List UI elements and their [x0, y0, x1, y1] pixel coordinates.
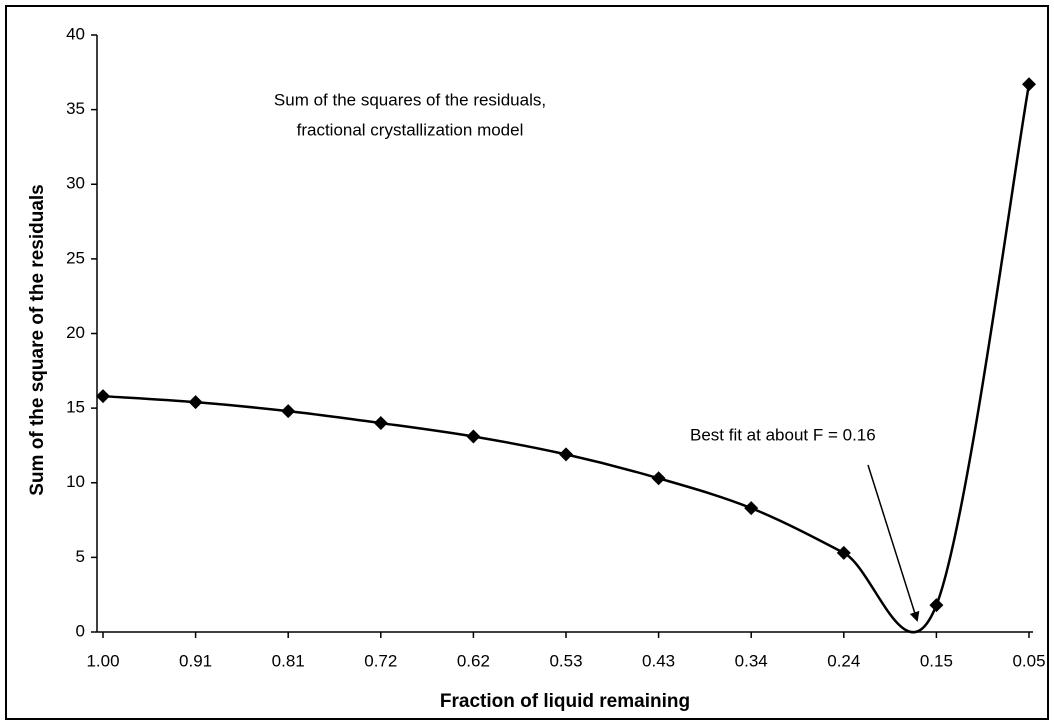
x-tick-label: 0.05	[1012, 651, 1045, 670]
y-tick-label: 5	[76, 547, 85, 566]
marker	[373, 416, 388, 431]
annotation: Best fit at about F = 0.16	[690, 425, 876, 444]
y-tick-label: 30	[66, 174, 85, 193]
y-tick-label: 15	[66, 398, 85, 417]
x-tick-label: 0.43	[642, 651, 675, 670]
x-tick-label: 0.53	[549, 651, 582, 670]
x-axis-title: Fraction of liquid remaining	[440, 691, 690, 712]
marker	[651, 471, 666, 486]
marker	[188, 395, 203, 410]
x-tick-label: 0.15	[920, 651, 953, 670]
marker	[281, 404, 296, 419]
frame	[5, 5, 1049, 720]
marker	[559, 447, 573, 462]
marker	[1022, 77, 1036, 92]
chart-title-line: fractional crystallization model	[297, 120, 524, 139]
x-tick-label: 1.00	[86, 651, 119, 670]
chart-title-line: Sum of the squares of the residuals,	[274, 90, 546, 109]
y-tick-label: 10	[66, 472, 85, 491]
x-tick-label: 0.34	[735, 651, 768, 670]
x-tick-label: 0.91	[179, 651, 212, 670]
y-axis-title: Sum of the square of the residuals	[27, 184, 48, 495]
marker	[744, 501, 759, 516]
marker	[96, 389, 110, 404]
marker	[836, 545, 851, 560]
marker	[929, 598, 944, 613]
series-line	[102, 84, 1031, 634]
y-tick-label: 0	[76, 621, 85, 640]
x-tick-label: 0.24	[827, 651, 860, 670]
y-tick-label: 40	[66, 24, 85, 43]
x-tick-label: 0.62	[457, 651, 490, 670]
x-tick-label: 0.81	[272, 651, 305, 670]
x-tick-label: 0.72	[364, 651, 397, 670]
y-tick-label: 35	[66, 99, 85, 118]
marker	[466, 429, 481, 444]
y-tick-label: 25	[66, 248, 85, 267]
y-tick-label: 20	[66, 323, 85, 342]
annotation-arrow	[867, 464, 920, 622]
